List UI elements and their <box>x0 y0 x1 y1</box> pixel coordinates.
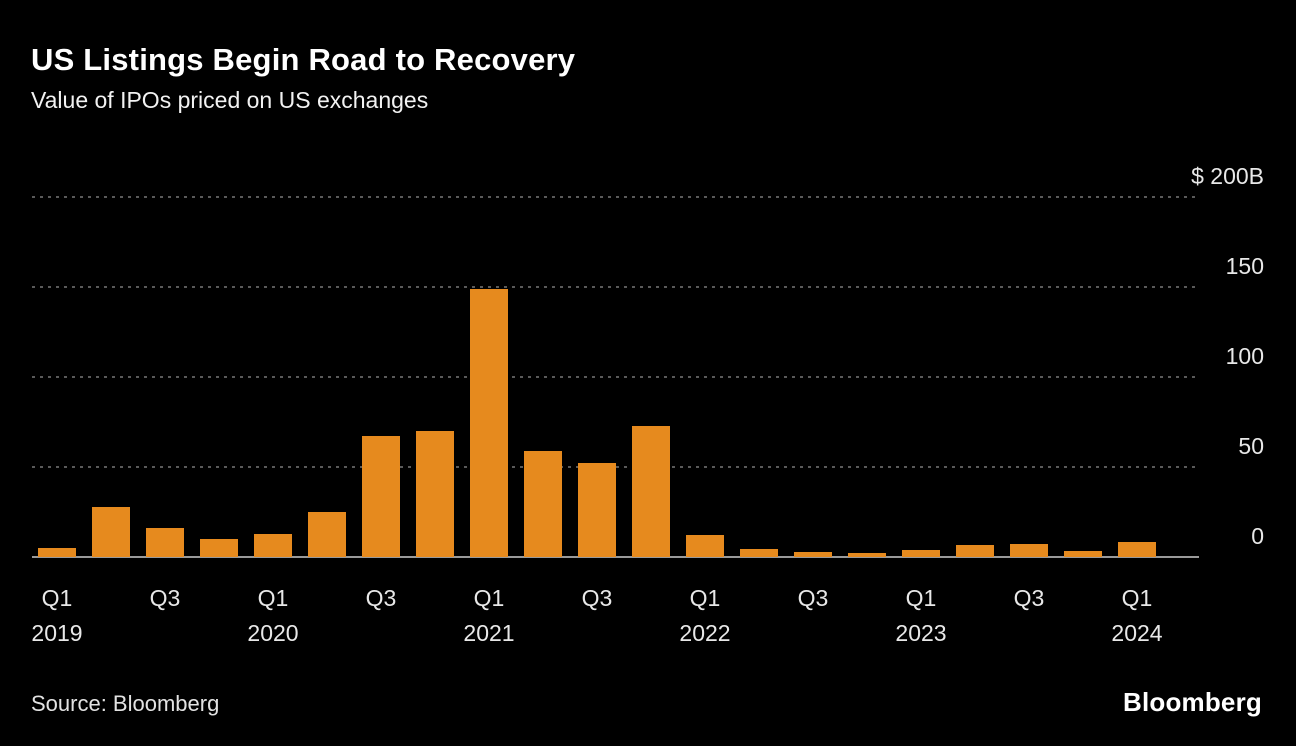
bar-q4-2023 <box>1064 550 1102 557</box>
x-year-label-2023: 2023 <box>895 620 947 646</box>
x-tick-label-14: Q3 <box>797 585 829 611</box>
y-tick-label-50: 50 <box>1238 433 1264 459</box>
bar-q3-2020 <box>362 436 400 557</box>
x-tick-label-20: Q1 <box>1121 585 1153 611</box>
bar-q2-2022 <box>740 548 778 557</box>
x-tick-label-2: Q3 <box>149 585 181 611</box>
bar-q3-2019 <box>146 528 184 557</box>
bar-q3-2023 <box>1010 543 1048 557</box>
bar-q1-2023 <box>902 549 940 557</box>
x-tick-label-12: Q1 <box>689 585 721 611</box>
chart-title: US Listings Begin Road to Recovery <box>31 42 576 77</box>
bar-q2-2021 <box>524 450 562 557</box>
x-tick-label-10: Q3 <box>581 585 613 611</box>
x-tick-label-18: Q3 <box>1013 585 1045 611</box>
y-tick-label-150: 150 <box>1225 253 1264 279</box>
bar-q4-2021 <box>632 425 670 557</box>
bloomberg-logo: Bloomberg <box>1122 687 1262 717</box>
gridline-150 <box>32 286 1199 288</box>
y-tick-label-100: 100 <box>1225 343 1264 369</box>
x-year-label-2019: 2019 <box>31 620 83 646</box>
bar-q4-2020 <box>416 431 454 557</box>
bar-q3-2022 <box>794 551 832 557</box>
bar-q4-2022 <box>848 553 886 557</box>
bar-q1-2020 <box>254 533 292 557</box>
x-year-label-2024: 2024 <box>1111 620 1163 646</box>
gridline-100 <box>32 376 1199 378</box>
x-year-label-2021: 2021 <box>463 620 515 646</box>
plot-area: $ 200B 150 100 50 0 Q1 2019 Q3 Q1 2020 Q3 Q1 2021 Q3 Q… <box>31 163 1264 646</box>
bar-q2-2019 <box>92 506 130 557</box>
bar-q4-2019 <box>200 539 238 557</box>
x-tick-label-6: Q3 <box>365 585 397 611</box>
x-year-label-2022: 2022 <box>679 620 731 646</box>
gridline-200 <box>32 196 1199 198</box>
x-tick-label-8: Q1 <box>473 585 505 611</box>
x-tick-label-16: Q1 <box>905 585 937 611</box>
bar-q1-2021 <box>470 288 508 557</box>
bar-q2-2023 <box>956 545 994 557</box>
bar-q3-2021 <box>578 463 616 557</box>
x-tick-label-4: Q1 <box>257 585 289 611</box>
x-tick-label-0: Q1 <box>41 585 73 611</box>
x-axis-baseline <box>32 556 1199 558</box>
bar-q2-2020 <box>308 512 346 557</box>
bar-q1-2024 <box>1118 541 1156 557</box>
source-note: Source: Bloomberg <box>31 691 220 716</box>
x-year-label-2020: 2020 <box>247 620 299 646</box>
bar-q1-2019 <box>38 548 76 557</box>
bar-q1-2022 <box>686 535 724 557</box>
chart-subtitle: Value of IPOs priced on US exchanges <box>31 87 429 113</box>
y-tick-label-0: 0 <box>1251 523 1264 549</box>
y-tick-label-200: $ 200B <box>1191 163 1264 189</box>
